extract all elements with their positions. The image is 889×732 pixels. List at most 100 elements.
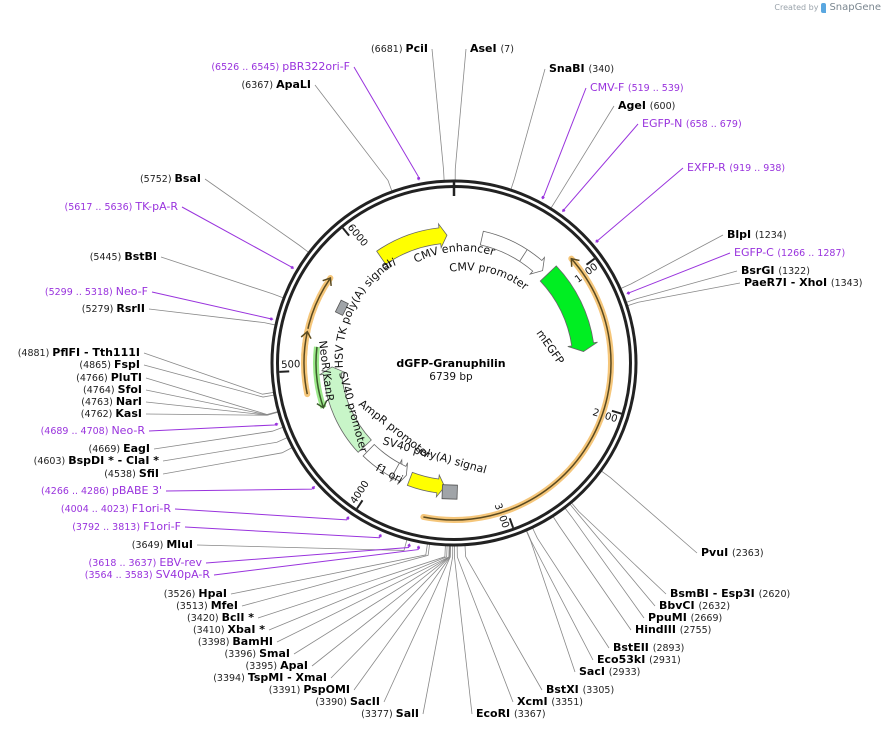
- label-hsv-tk-polya[interactable]: HSV TK poly(A) signal: [333, 257, 395, 368]
- enzyme-site[interactable]: (3398) BamHI: [198, 635, 273, 648]
- feature-hsv-tk-polya[interactable]: [334, 299, 349, 316]
- enzyme-site[interactable]: SacI (2933): [579, 665, 640, 678]
- primer-mark[interactable]: [290, 265, 294, 270]
- enzyme-site[interactable]: (4538) SfiI: [104, 467, 159, 480]
- enzyme-site[interactable]: (4881) PflFI - Tth111I: [18, 346, 140, 359]
- label-ori[interactable]: ori: [380, 256, 398, 273]
- primer-mark[interactable]: [417, 177, 421, 180]
- tick-label: 5000: [281, 359, 307, 371]
- enzyme-site[interactable]: (5279) RsrII: [82, 302, 145, 315]
- enzyme-site[interactable]: (3377) SalI: [361, 707, 419, 720]
- enzyme-site[interactable]: (3396) SmaI: [224, 647, 290, 660]
- feature-cmv-enhancer-promoter[interactable]: [479, 230, 546, 275]
- primer-site[interactable]: (4689 .. 4708) Neo-R: [41, 424, 146, 437]
- feature-f1-ori[interactable]: [406, 471, 446, 499]
- primer-mark[interactable]: [269, 317, 273, 321]
- label-megfp[interactable]: mEGFP: [534, 327, 567, 367]
- enzyme-name: SmaI: [259, 647, 290, 660]
- svg-text:(3526) HpaI: (3526) HpaI: [164, 587, 227, 600]
- primer-site[interactable]: (4004 .. 4023) F1ori-R: [61, 502, 171, 515]
- enzyme-site[interactable]: PpuMI (2669): [648, 611, 722, 624]
- enzyme-site[interactable]: (3394) TspMI - XmaI: [213, 671, 327, 684]
- svg-text:EGFP-C (1266 .. 1287): EGFP-C (1266 .. 1287): [734, 246, 845, 259]
- neo-orf-line[interactable]: [315, 346, 325, 408]
- enzyme-site[interactable]: (3420) BclI *: [187, 611, 254, 624]
- enzyme-position: (600): [650, 101, 676, 112]
- primer-mark[interactable]: [626, 291, 631, 295]
- enzyme-site[interactable]: SnaBI (340): [549, 62, 614, 75]
- enzyme-site[interactable]: (5752) BsaI: [140, 172, 201, 185]
- enzyme-name: BstBI: [124, 250, 157, 263]
- enzyme-site[interactable]: (6367) ApaLI: [241, 78, 311, 91]
- primer-mark[interactable]: [346, 516, 350, 520]
- enzyme-name: BamHI: [232, 635, 273, 648]
- primer-site[interactable]: (6526 .. 6545) pBR322ori-F: [211, 60, 350, 73]
- enzyme-site[interactable]: (4865) FspI: [79, 358, 140, 371]
- enzyme-site[interactable]: (3391) PspOMI: [269, 683, 350, 696]
- enzyme-site[interactable]: (3390) SacII: [315, 695, 380, 708]
- primer-mark[interactable]: [561, 208, 566, 213]
- primer-site[interactable]: (3618 .. 3637) EBV-rev: [89, 556, 203, 569]
- primer-site[interactable]: EGFP-C (1266 .. 1287): [734, 246, 845, 259]
- enzyme-site[interactable]: (6681) PciI: [371, 42, 428, 55]
- primer-site[interactable]: (3564 .. 3583) SV40pA-R: [85, 568, 211, 581]
- primer-site[interactable]: (5617 .. 5636) TK-pA-R: [65, 200, 179, 213]
- primer-mark[interactable]: [416, 546, 421, 549]
- svg-text:CMV-F (519 .. 539): CMV-F (519 .. 539): [590, 81, 684, 94]
- primer-mark[interactable]: [541, 195, 545, 200]
- primer-site[interactable]: (4266 .. 4286) pBABE 3': [41, 484, 162, 497]
- enzyme-position: (4669): [88, 444, 123, 455]
- enzyme-site[interactable]: (3649) MluI: [132, 538, 193, 551]
- enzyme-name: MluI: [166, 538, 193, 551]
- primer-mark[interactable]: [595, 239, 599, 243]
- enzyme-site[interactable]: PvuI (2363): [701, 546, 764, 559]
- enzyme-site[interactable]: (3526) HpaI: [164, 587, 227, 600]
- enzyme-site[interactable]: Eco53kI (2931): [597, 653, 681, 666]
- enzyme-site[interactable]: AseI (7): [470, 42, 514, 55]
- enzyme-site[interactable]: BsmBI - Esp3I (2620): [670, 587, 790, 600]
- enzyme-site[interactable]: (3410) XbaI *: [193, 623, 265, 636]
- enzyme-site[interactable]: (5445) BstBI: [90, 250, 157, 263]
- orf-line[interactable]: [303, 331, 309, 395]
- primer-mark[interactable]: [274, 422, 278, 426]
- primer-site[interactable]: EGFP-N (658 .. 679): [642, 117, 742, 130]
- enzyme-site[interactable]: BlpI (1234): [727, 228, 787, 241]
- enzyme-site[interactable]: BbvCI (2632): [659, 599, 730, 612]
- orf-line[interactable]: [423, 258, 612, 521]
- feature-megfp[interactable]: [539, 265, 598, 352]
- enzyme-name: PvuI: [701, 546, 732, 559]
- enzyme-site[interactable]: (4764) SfoI: [83, 383, 142, 396]
- enzyme-site[interactable]: (3395) ApaI: [245, 659, 308, 672]
- feature-ampr-promoter[interactable]: [391, 462, 408, 485]
- feature-sv40-polya[interactable]: [441, 484, 458, 500]
- enzyme-site[interactable]: (4766) PluTI: [76, 371, 142, 384]
- primer-mark[interactable]: [311, 485, 316, 490]
- enzyme-site[interactable]: BsrGI (1322): [741, 264, 810, 277]
- enzyme-site[interactable]: (4762) KasI: [81, 407, 142, 420]
- enzyme-site[interactable]: (4669) EagI: [88, 442, 150, 455]
- enzyme-site[interactable]: AgeI (600): [618, 99, 675, 112]
- credit-prefix: Created by: [774, 3, 819, 12]
- primer-site[interactable]: (5299 .. 5318) Neo-F: [45, 285, 148, 298]
- tick-mark: [279, 370, 290, 373]
- enzyme-site[interactable]: (4603) BspDI * - ClaI *: [34, 454, 160, 467]
- feature-ori[interactable]: [376, 222, 448, 265]
- label-cmv-promoter[interactable]: CMV promoter: [448, 260, 531, 293]
- enzyme-site[interactable]: PaeR7I - XhoI (1343): [744, 276, 862, 289]
- enzyme-name: EcoRI: [476, 707, 514, 720]
- feature-neor-kanr[interactable]: [319, 366, 372, 453]
- primer-site[interactable]: (3792 .. 3813) F1ori-F: [72, 520, 181, 533]
- enzyme-site[interactable]: BstEII (2893): [613, 641, 684, 654]
- primer-mark[interactable]: [407, 544, 411, 547]
- primer-position: (1266 .. 1287): [777, 248, 845, 259]
- enzyme-site[interactable]: XcmI (3351): [517, 695, 583, 708]
- primer-site[interactable]: CMV-F (519 .. 539): [590, 81, 684, 94]
- enzyme-site[interactable]: BstXI (3305): [546, 683, 614, 696]
- enzyme-site[interactable]: EcoRI (3367): [476, 707, 546, 720]
- enzyme-site[interactable]: HindIII (2755): [635, 623, 711, 636]
- enzyme-site[interactable]: (4763) NarI: [81, 395, 142, 408]
- primer-position: (6526 .. 6545): [211, 62, 282, 73]
- enzyme-site[interactable]: (3513) MfeI: [176, 599, 238, 612]
- primer-mark[interactable]: [378, 534, 382, 538]
- primer-site[interactable]: EXFP-R (919 .. 938): [687, 161, 785, 174]
